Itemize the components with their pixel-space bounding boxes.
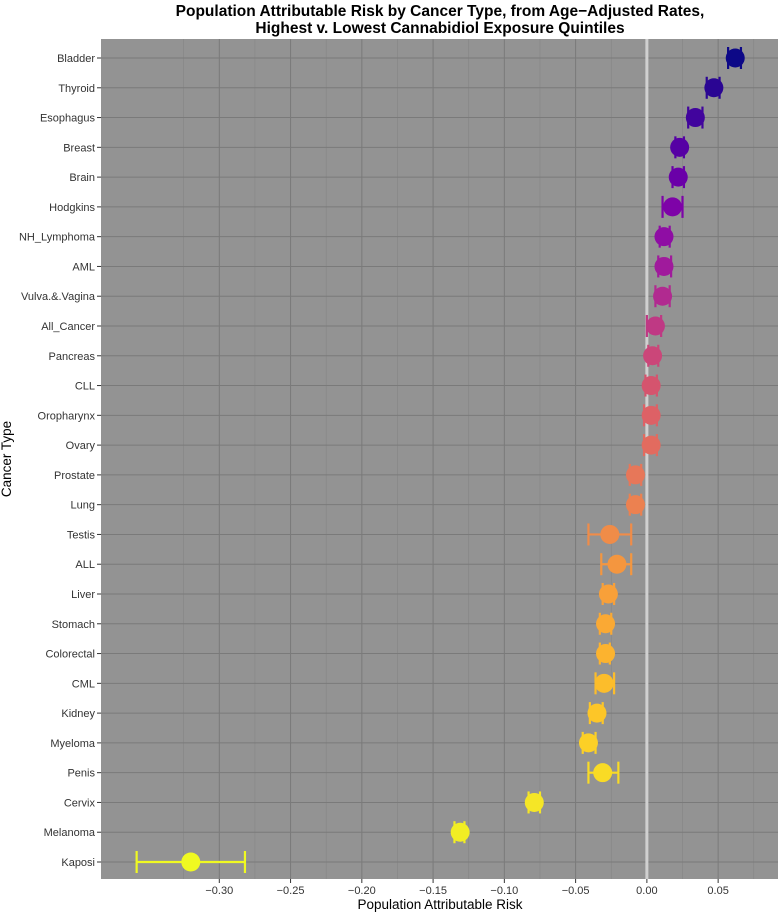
x-tick-label: 0.00: [636, 885, 657, 897]
y-tick-label: Colorectal: [45, 649, 95, 661]
point-all-cancer: [645, 316, 665, 336]
point-pancreas: [643, 346, 663, 366]
y-tick-label: Esophagus: [40, 113, 96, 125]
y-tick-label: Breast: [63, 142, 95, 154]
x-tick-label: −0.25: [277, 885, 305, 897]
point-cml: [594, 673, 614, 693]
y-tick-label: AML: [72, 261, 95, 273]
y-tick-label: CML: [72, 678, 95, 690]
point-oropharynx: [641, 405, 661, 425]
x-axis-title: Population Attributable Risk: [357, 897, 522, 912]
point-testis: [600, 524, 620, 544]
point-kidney: [587, 703, 607, 723]
y-tick-label: Prostate: [54, 470, 95, 482]
point-breast: [670, 137, 690, 157]
y-tick-label: Penis: [67, 768, 95, 780]
y-tick-label: Cervix: [64, 797, 96, 809]
y-tick-label: Bladder: [57, 53, 95, 65]
x-tick-label: 0.05: [707, 885, 728, 897]
data-points: [181, 48, 745, 872]
y-tick-label: Ovary: [66, 440, 96, 452]
point-bladder: [725, 48, 745, 68]
y-tick-label: Brain: [69, 172, 95, 184]
y-tick-label: ALL: [75, 559, 95, 571]
y-tick-label: Pancreas: [49, 351, 96, 363]
minor-gridlines: [183, 39, 755, 879]
y-axis-title: Cancer Type: [0, 421, 14, 497]
x-tick-label: −0.20: [348, 885, 376, 897]
point-kaposi: [181, 852, 201, 872]
point-colorectal: [596, 644, 616, 664]
y-tick-label: Kidney: [61, 708, 95, 720]
point-hodgkins: [663, 197, 683, 217]
y-tick-label: Liver: [71, 589, 95, 601]
y-tick-label: Hodgkins: [49, 202, 95, 214]
y-tick-label: All_Cancer: [41, 321, 95, 333]
y-axis-ticks: Bladder Thyroid Esophagus Breast Brain Hodgki…: [19, 53, 101, 869]
y-tick-label: CLL: [75, 381, 95, 393]
point-ovary: [641, 435, 661, 455]
point-melanoma: [450, 822, 470, 842]
x-tick-label: −0.05: [562, 885, 590, 897]
y-tick-label: Oropharynx: [38, 410, 96, 422]
y-tick-label: Melanoma: [44, 827, 96, 839]
point-liver: [598, 584, 618, 604]
y-tick-label: NH_Lymphoma: [19, 232, 96, 244]
point-all: [607, 554, 627, 574]
point-penis: [593, 763, 613, 783]
y-tick-label: Myeloma: [50, 738, 96, 750]
y-tick-label: Vulva.&.Vagina: [21, 291, 96, 303]
chart-title-line1: Population Attributable Risk by Cancer T…: [176, 3, 705, 20]
point-cervix: [524, 792, 544, 812]
y-tick-label: Testis: [67, 529, 96, 541]
point-vulva-vagina: [653, 286, 673, 306]
point-myeloma: [578, 733, 598, 753]
point-thyroid: [704, 78, 724, 98]
x-tick-label: −0.15: [419, 885, 447, 897]
y-tick-label: Lung: [71, 500, 95, 512]
x-axis-ticks: −0.30 −0.25 −0.20 −0.15 −0.10 −0.05 0.00 0.05: [205, 879, 729, 897]
point-prostate: [625, 465, 645, 485]
x-tick-label: −0.10: [490, 885, 518, 897]
point-lung: [625, 495, 645, 515]
y-tick-label: Stomach: [52, 619, 95, 631]
y-tick-label: Kaposi: [61, 857, 95, 869]
point-esophagus: [685, 108, 705, 128]
chart-title-line2: Highest v. Lowest Cannabidiol Exposure Q…: [255, 20, 624, 37]
point-brain: [668, 167, 688, 187]
y-tick-label: Thyroid: [58, 83, 95, 95]
point-aml: [654, 256, 674, 276]
point-stomach: [596, 614, 616, 634]
plot-panel: [101, 39, 778, 879]
point-cll: [641, 376, 661, 396]
x-tick-label: −0.30: [205, 885, 233, 897]
point-nh-lymphoma: [654, 227, 674, 247]
